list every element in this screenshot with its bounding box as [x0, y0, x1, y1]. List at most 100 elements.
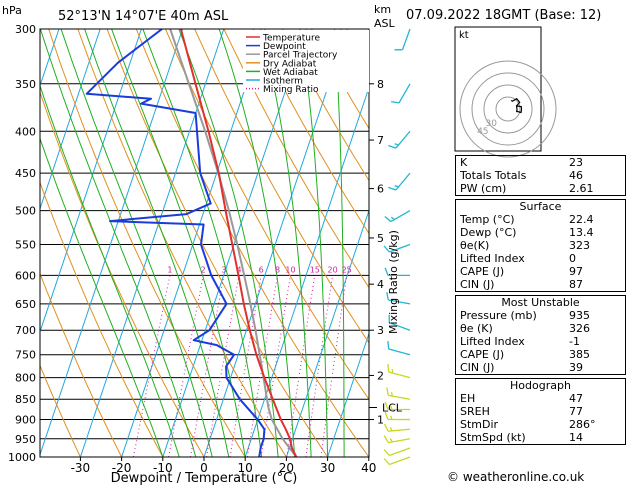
wind-barb-shaft [401, 28, 411, 50]
index-label: Lifted Index [460, 335, 525, 348]
mixing-ratio-line [190, 275, 225, 457]
wind-barb-flag [389, 405, 393, 410]
pressure-tick-label: 700 [15, 324, 36, 337]
isotherm-line [285, 208, 369, 457]
isotherm-line [203, 29, 348, 457]
index-label: Totals Totals [460, 169, 527, 182]
wind-barb-flag [383, 435, 389, 443]
km-tick-label: 1 [377, 414, 384, 427]
pressure-tick-label: 950 [15, 433, 36, 446]
isotherm-line [244, 85, 369, 457]
wet-adiabat-line [84, 29, 230, 457]
isotherm-line [327, 331, 369, 457]
x-tick-label: 0 [200, 461, 208, 475]
datetime-title: 07.09.2022 18GMT (Base: 12) [406, 8, 602, 23]
wind-barb-flag [383, 245, 390, 253]
mixing-ratio-line [206, 275, 240, 457]
x-tick-label: -20 [112, 461, 132, 475]
dry-adiabat-line [77, 29, 287, 457]
index-label: CAPE (J) [460, 348, 505, 361]
index-value: 23 [569, 156, 583, 169]
wind-barb-shaft [395, 172, 411, 191]
index-row: CAPE (J) 97 [456, 265, 625, 278]
index-value: 14 [569, 431, 583, 444]
mixing-ratio-value: 6 [259, 265, 264, 274]
index-label: SREH [460, 405, 490, 418]
wind-barb-flag [394, 184, 399, 188]
mixing-ratio-value: 10 [285, 265, 295, 274]
lcl-label: LCL [382, 401, 403, 414]
mixing-ratio-line [320, 275, 348, 457]
mixing-ratio-line [305, 275, 334, 457]
pressure-tick-label: 500 [15, 205, 36, 218]
wind-barb-flag [389, 438, 393, 443]
pressure-tick-label: 450 [15, 167, 36, 180]
most-unstable-box: Most Unstable Pressure (mb) 935 θe (K) 326… [455, 295, 626, 375]
wind-barb-flag [390, 392, 393, 397]
dry-adiabat-line [252, 29, 369, 235]
wind-barb-flag [384, 216, 392, 223]
km-tick-label: 7 [377, 134, 384, 147]
asl-unit-label: ASL [374, 17, 396, 30]
mixing-ratio-value: 3 [221, 265, 226, 274]
isotherm-line [162, 29, 307, 457]
hodograph-ring [459, 60, 557, 158]
wind-barb-flag [388, 186, 397, 191]
index-row: θe(K) 323 [456, 239, 625, 252]
wet-adiabat-line [142, 29, 263, 457]
indices-top-box: K 23 Totals Totals 46 PW (cm) 2.61 [455, 155, 626, 196]
index-label: CAPE (J) [460, 265, 505, 278]
pressure-tick-label: 650 [15, 298, 36, 311]
index-label: CIN (J) [460, 278, 495, 291]
wet-adiabat-line [260, 29, 312, 457]
wet-adiabat-line [218, 29, 296, 457]
index-row: CIN (J) 39 [456, 361, 625, 374]
most-unstable-title: Most Unstable [501, 296, 580, 309]
km-tick-label: 6 [377, 183, 384, 196]
skewt-profiles [85, 29, 298, 457]
wind-barb-flag [384, 423, 389, 432]
wet-adiabat-line [40, 29, 197, 457]
pressure-tick-label: 400 [15, 125, 36, 138]
index-label: StmSpd (kt) [460, 431, 526, 444]
index-label: CIN (J) [460, 361, 495, 374]
hodograph-indices-title: Hodograph [510, 379, 571, 392]
mixing-ratio-line [132, 275, 171, 457]
index-label: K [460, 156, 468, 169]
hodograph-ring-label: 45 [477, 127, 488, 137]
index-label: Lifted Index [460, 252, 525, 265]
isotherm-line [40, 29, 184, 457]
index-label: PW (cm) [460, 182, 507, 195]
x-tick-label: -10 [153, 461, 173, 475]
hodograph-trace [510, 97, 523, 114]
index-value: 46 [569, 169, 583, 182]
dewpoint-line [85, 29, 266, 457]
wind-barb-flag [383, 449, 390, 456]
wind-barb-flag [387, 341, 390, 350]
index-value: 935 [569, 309, 590, 322]
index-row: Temp (°C) 22.4 [456, 213, 625, 226]
index-row: PW (cm) 2.61 [456, 182, 625, 195]
index-row: K 23 [456, 156, 625, 169]
mixing-ratio-value: 15 [310, 265, 320, 274]
legend-item: Temperature [262, 34, 320, 44]
surface-box: Surface Temp (°C) 22.4 Dewp (°C) 13.4 θe(K… [455, 199, 626, 292]
index-row: θe (K) 326 [456, 322, 625, 335]
parcel-trajectory-line [169, 29, 298, 457]
index-row: EH 47 [456, 392, 625, 405]
km-tick-label: 5 [377, 232, 384, 245]
pressure-tick-label: 1000 [8, 451, 36, 464]
hodograph-unit-label: kt [459, 30, 469, 41]
wind-barb-shaft [389, 322, 411, 331]
isotherm-line [40, 29, 101, 211]
hodograph-ring [483, 84, 533, 134]
index-row: Dewp (°C) 13.4 [456, 226, 625, 239]
index-value: 39 [569, 361, 583, 374]
x-tick-label: 20 [279, 461, 294, 475]
hodograph-ring [495, 96, 521, 122]
mixing-ratio-line [229, 275, 262, 457]
dry-adiabat-line [40, 90, 205, 457]
dry-adiabat-line [281, 29, 369, 182]
